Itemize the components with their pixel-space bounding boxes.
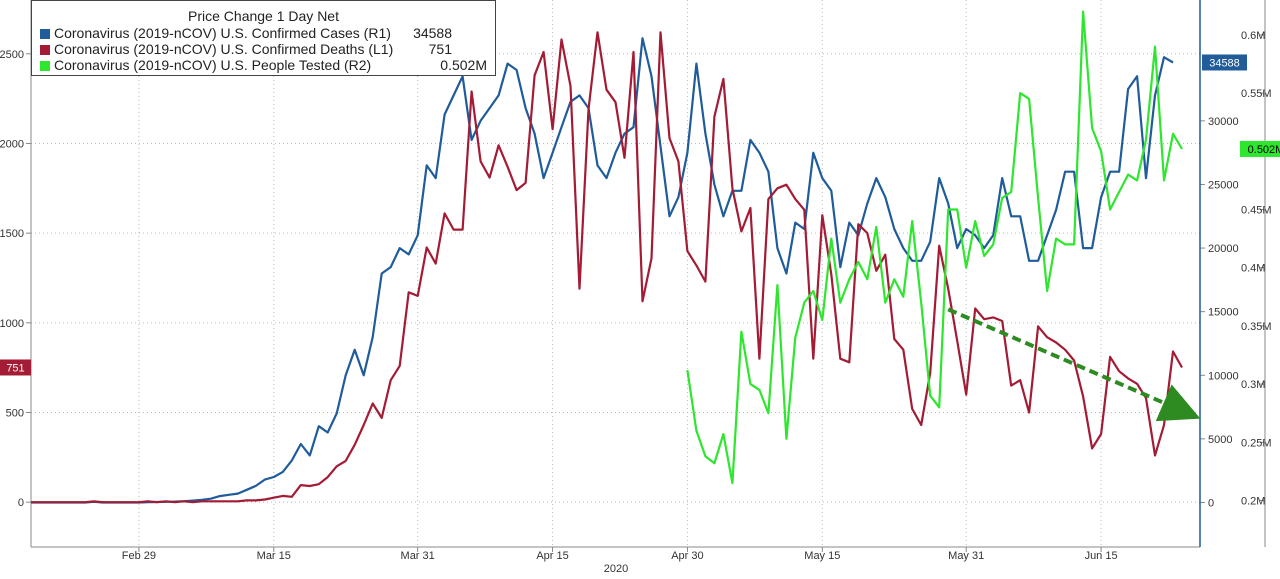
- legend-label-tested: Coronavirus (2019-nCOV) U.S. People Test…: [54, 57, 372, 73]
- legend-label-cases: Coronavirus (2019-nCOV) U.S. Confirmed C…: [54, 25, 391, 41]
- y-left-tick-label: 2000: [0, 138, 24, 150]
- grid-layer: [31, 0, 1200, 547]
- y-right2-tick-label: 0.3M: [1241, 379, 1265, 391]
- last-value-badge: 0.502M: [1248, 144, 1280, 156]
- legend-item-deaths: Coronavirus (2019-nCOV) U.S. Confirmed D…: [40, 41, 487, 59]
- x-tick-label: Apr 15: [536, 550, 568, 562]
- y-left-tick-label: 1000: [0, 318, 24, 330]
- x-year-label: 2020: [604, 563, 628, 574]
- y-right2-tick-label: 0.35M: [1241, 321, 1272, 333]
- x-tick-label: Mar 15: [257, 550, 291, 562]
- legend-swatch-cases: [40, 29, 50, 39]
- trend-arrow: [947, 307, 1201, 422]
- legend-value-tested: 0.502M: [440, 57, 487, 73]
- y-right2-tick-label: 0.25M: [1241, 437, 1272, 449]
- legend-swatch-deaths: [40, 45, 50, 55]
- y-left-tick-label: 1500: [0, 228, 24, 240]
- y-right2-tick-label: 0.6M: [1241, 30, 1265, 42]
- series-layer: [31, 10, 1183, 504]
- deaths-series-line: [31, 31, 1183, 504]
- x-tick-label: Jun 15: [1085, 550, 1118, 562]
- cases-series-line: [31, 37, 1174, 504]
- y-right2-tick-label: 0.55M: [1241, 88, 1272, 100]
- y-right1-tick-label: 20000: [1208, 243, 1239, 255]
- y-right2-tick-label: 0.2M: [1241, 495, 1265, 507]
- last-value-badge: 34588: [1209, 57, 1240, 69]
- legend-item-cases: Coronavirus (2019-nCOV) U.S. Confirmed C…: [40, 25, 487, 43]
- tested-series-line: [686, 10, 1183, 485]
- legend-title: Price Change 1 Day Net: [188, 8, 339, 24]
- label-layer: 751 34588 0.502M: [0, 54, 1280, 376]
- x-tick-label: May 15: [804, 550, 840, 562]
- y-right2-tick-label: 0.4M: [1241, 263, 1265, 275]
- y-right1-tick-label: 5000: [1208, 434, 1232, 446]
- legend-label-deaths: Coronavirus (2019-nCOV) U.S. Confirmed D…: [54, 41, 394, 57]
- y-left-tick-label: 2500: [0, 49, 24, 61]
- legend-item-tested: Coronavirus (2019-nCOV) U.S. People Test…: [40, 57, 487, 75]
- legend-value-deaths: 751: [428, 41, 452, 57]
- y-right1-tick-label: 15000: [1208, 307, 1239, 319]
- y-left-tick-label: 0: [18, 497, 24, 509]
- y-right1-tick-label: 10000: [1208, 370, 1239, 382]
- last-value-badge: 751: [6, 362, 24, 374]
- last-value-badge-bg: [1240, 140, 1280, 157]
- y-right1-tick-label: 0: [1208, 497, 1214, 509]
- y-left-tick-label: 500: [6, 407, 24, 419]
- x-tick-label: Feb 29: [122, 550, 156, 562]
- legend-value-cases: 34588: [413, 25, 452, 41]
- y-right1-tick-label: 25000: [1208, 179, 1239, 191]
- last-value-badge-bg: [0, 359, 31, 376]
- y-right1-tick-label: 30000: [1208, 116, 1239, 128]
- legend-swatch-tested: [40, 61, 50, 71]
- y-right2-tick-label: 0.45M: [1241, 204, 1272, 216]
- x-tick-label: Apr 30: [671, 550, 703, 562]
- last-value-badge-bg: [1202, 54, 1247, 71]
- x-tick-label: May 31: [948, 550, 984, 562]
- x-tick-label: Mar 31: [401, 550, 435, 562]
- annotation-layer: [947, 307, 1201, 422]
- legend: Price Change 1 Day Net Coronavirus (2019…: [31, 0, 496, 76]
